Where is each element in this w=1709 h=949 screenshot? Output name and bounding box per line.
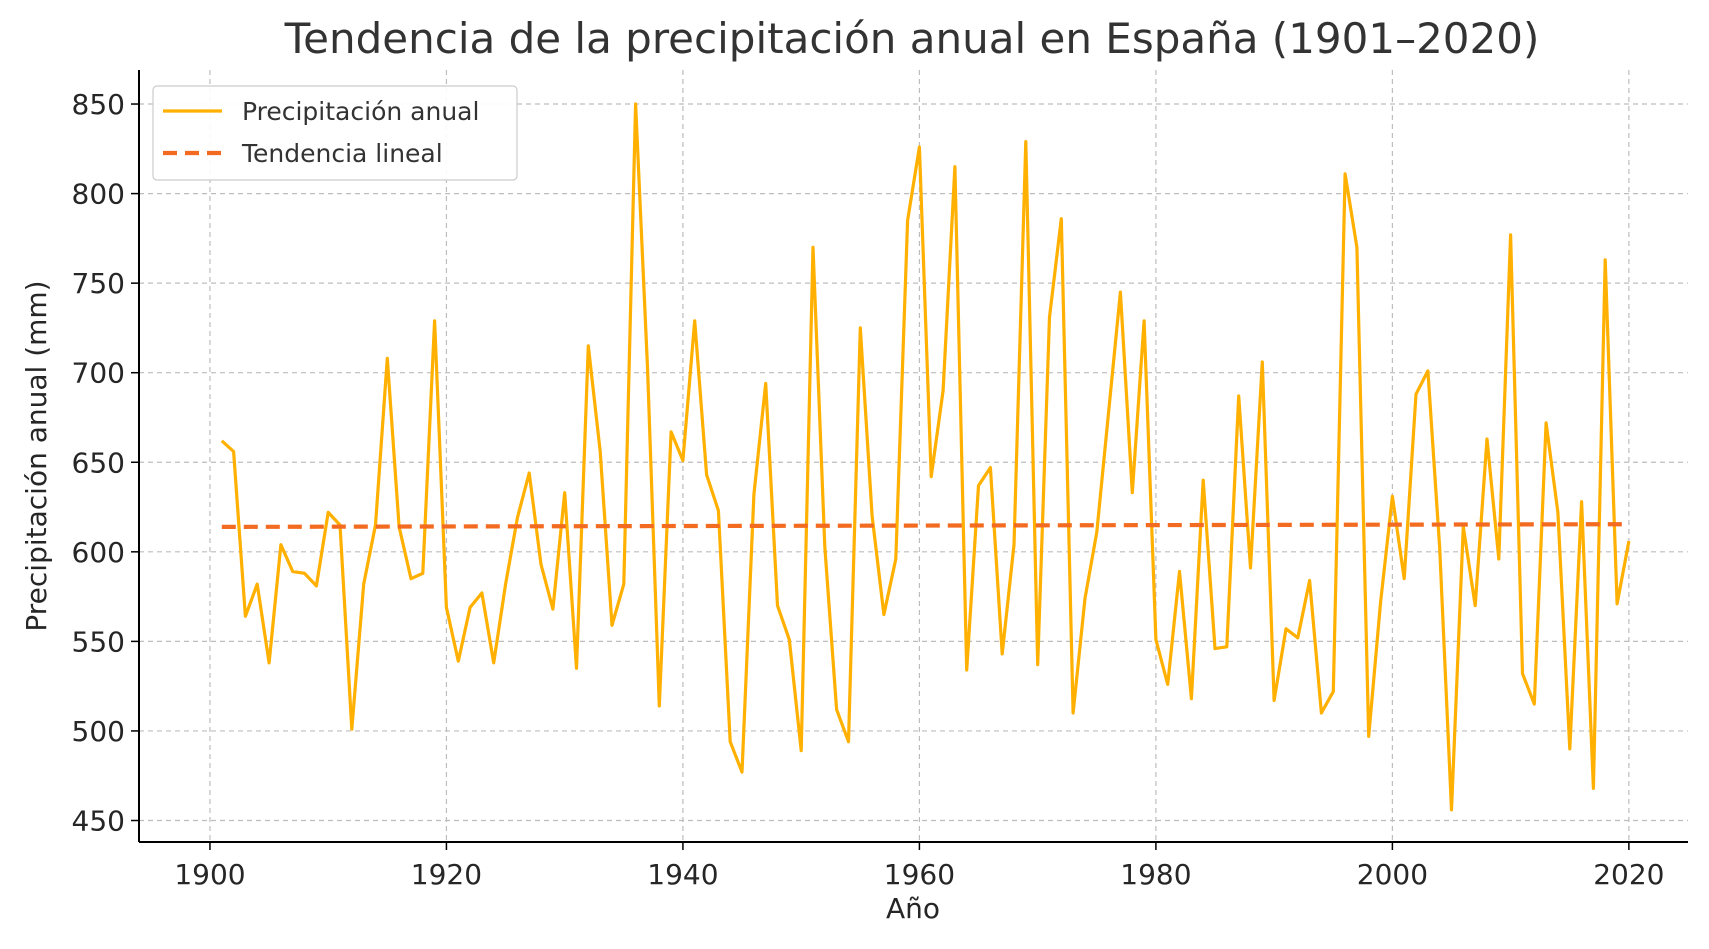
legend-box: [152, 85, 518, 181]
y-tick-label: 800: [72, 178, 125, 211]
x-tick-label: 1900: [174, 858, 245, 891]
y-axis-title: Precipitación anual (mm): [20, 280, 53, 631]
y-tick-label: 450: [72, 805, 125, 838]
x-tick-label: 1920: [411, 858, 482, 891]
x-tick-label: 1940: [647, 858, 718, 891]
series-line-precipitacion-anual: [220, 102, 1631, 812]
x-axis-title: Año: [886, 892, 940, 925]
x-tick-label: 1980: [1120, 858, 1191, 891]
axes: [138, 70, 1688, 843]
legend-label-trend: Tendencia lineal: [241, 139, 443, 168]
y-tick-label: 850: [72, 88, 125, 121]
legend-label-series: Precipitación anual: [242, 97, 479, 126]
y-tick-label: 550: [72, 625, 125, 658]
y-tick-label: 700: [72, 357, 125, 390]
y-tick-label: 600: [72, 536, 125, 569]
grid-lines: [139, 70, 1688, 842]
x-tick-label: 2020: [1593, 858, 1664, 891]
chart-title: Tendencia de la precipitación anual en E…: [284, 14, 1540, 63]
y-ticks: 450 500 550 600 650 700 750 800 850: [72, 88, 139, 838]
y-tick-label: 500: [72, 715, 125, 748]
x-tick-label: 2000: [1357, 858, 1428, 891]
y-tick-label: 750: [72, 267, 125, 300]
y-tick-label: 650: [72, 446, 125, 479]
x-ticks: 1900 1920 1940 1960 1980 2000 2020: [174, 842, 1665, 891]
x-tick-label: 1960: [884, 858, 955, 891]
series-layer: [220, 102, 1631, 812]
series-line-tendencia-lineal: [221, 522, 1629, 530]
legend: Precipitación anual Tendencia lineal: [152, 85, 518, 181]
